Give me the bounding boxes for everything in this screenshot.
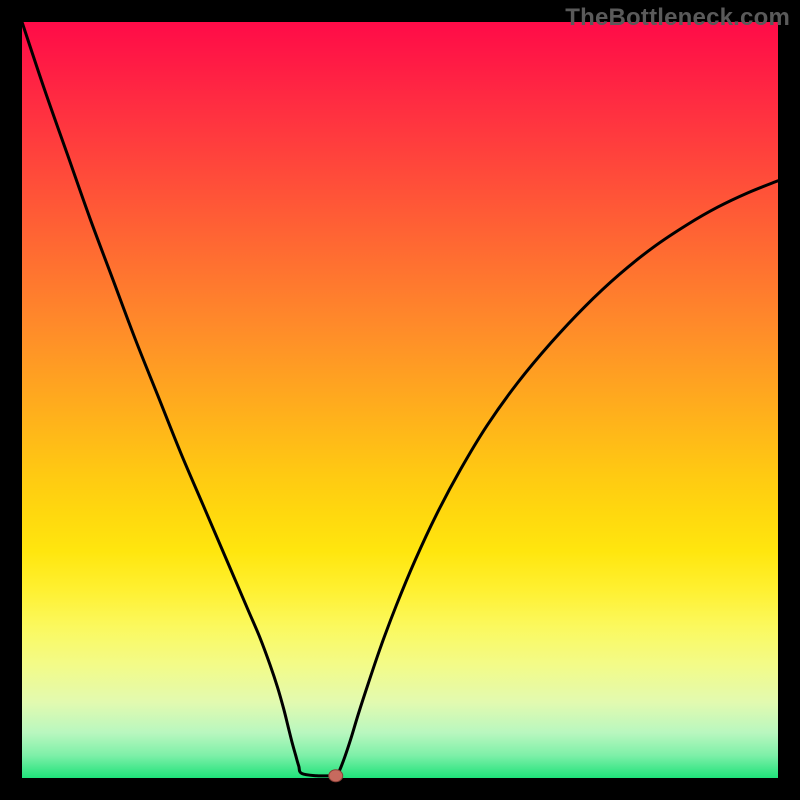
bottleneck-chart: TheBottleneck.com [0, 0, 800, 800]
optimal-point-marker [329, 770, 343, 782]
watermark-text: TheBottleneck.com [565, 4, 790, 32]
chart-svg [0, 0, 800, 800]
chart-plot-area [22, 22, 778, 778]
